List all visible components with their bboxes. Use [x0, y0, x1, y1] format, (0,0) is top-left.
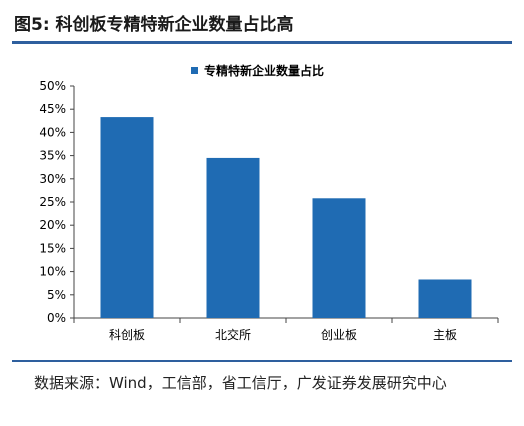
- y-tick-label: 25%: [39, 195, 66, 209]
- bar: [418, 279, 472, 318]
- y-tick-label: 20%: [39, 218, 66, 232]
- x-category-label: 科创板: [109, 328, 145, 342]
- x-category-label: 主板: [433, 328, 457, 342]
- y-tick-label: 40%: [39, 125, 66, 139]
- source-note: 数据来源：Wind，工信部，省工信厅，广发证券发展研究中心: [34, 374, 447, 392]
- y-axis: 0% 5% 10% 15% 20% 25% 30% 35% 40% 45% 50%: [39, 79, 75, 325]
- y-tick-label: 10%: [39, 265, 66, 279]
- y-tick-label: 15%: [39, 241, 66, 255]
- y-tick-label: 5%: [47, 288, 66, 302]
- bottom-rule: [12, 360, 512, 362]
- bar: [100, 117, 154, 318]
- bar: [312, 198, 366, 318]
- legend-swatch: [191, 67, 198, 74]
- bar-chart: 专精特新企业数量占比 0% 5% 10% 15% 20% 25% 30% 35% 40% 45% 5…: [39, 63, 499, 342]
- x-axis: 科创板 北交所 创业板 主板: [73, 317, 499, 342]
- legend-label: 专精特新企业数量占比: [204, 63, 324, 78]
- bar: [206, 157, 260, 318]
- title-rule: [12, 41, 512, 44]
- figure-title: 图5: 科创板专精特新企业数量占比高: [14, 15, 294, 35]
- bars: [100, 117, 472, 318]
- y-tick-label: 0%: [47, 311, 66, 325]
- y-tick-label: 45%: [39, 102, 66, 116]
- legend: 专精特新企业数量占比: [191, 63, 324, 78]
- y-tick-label: 50%: [39, 79, 66, 93]
- x-category-label: 北交所: [215, 327, 251, 342]
- x-category-label: 创业板: [321, 328, 357, 342]
- y-tick-label: 35%: [39, 149, 66, 163]
- y-tick-label: 30%: [39, 172, 66, 186]
